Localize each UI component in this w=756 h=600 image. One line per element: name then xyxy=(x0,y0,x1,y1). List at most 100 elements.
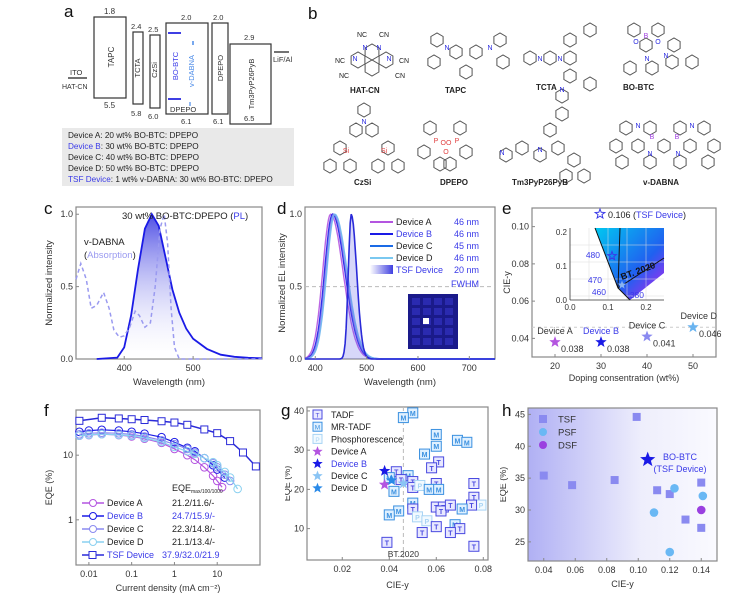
y-tick-label: 40 xyxy=(515,441,525,451)
panel-label-a: a xyxy=(64,2,74,21)
legend-marker-letter: P xyxy=(315,437,319,444)
y-tick-label: 25 xyxy=(515,537,525,547)
marker-M xyxy=(419,448,431,460)
tapc-ring xyxy=(430,32,444,48)
marker-letter: M xyxy=(396,509,402,516)
panel-label-g: g xyxy=(281,401,291,420)
marker-letter: T xyxy=(458,527,463,534)
marker-letter: M xyxy=(422,452,428,459)
photo-pixel xyxy=(434,298,442,305)
eml-lumo: 2.0 xyxy=(181,13,191,22)
x-tick-label: 700 xyxy=(462,363,477,373)
psf-marker xyxy=(649,508,659,517)
marker-T xyxy=(444,499,456,511)
chart-e: 20 30 40 50 0.04 0.06 0.08 0.10 Doping consentra… xyxy=(502,207,722,383)
y-tick-label: 20 xyxy=(294,484,304,494)
legend-eqe-value: 24.7/15.9/- xyxy=(172,511,215,521)
legend-label: Device D xyxy=(107,537,144,547)
x-tick-label: 0.08 xyxy=(598,565,616,575)
atom-N: N xyxy=(444,45,449,52)
eqe-marker xyxy=(127,415,136,424)
tapc-ring xyxy=(459,64,473,80)
tm3-ring xyxy=(551,140,565,156)
legend-swatch-tsf xyxy=(370,265,393,274)
tsf-star-icon xyxy=(593,207,607,220)
y-tick-label: 1 xyxy=(68,515,73,525)
eqe-marker xyxy=(97,413,106,422)
legend-marker xyxy=(539,428,547,436)
atom-P: P xyxy=(434,138,439,145)
photo-pixel xyxy=(434,308,442,315)
plot-frame-f xyxy=(75,409,261,566)
y-tick-label: 30 xyxy=(294,445,304,455)
wavelength-label: 480 xyxy=(586,250,600,260)
plot-background xyxy=(528,408,717,561)
x-tick-label: 10 xyxy=(212,569,222,579)
eqe-marker xyxy=(170,418,179,427)
marker-letter: M xyxy=(455,438,461,445)
tm3-ring xyxy=(515,140,529,156)
bobtc-ring xyxy=(623,60,637,76)
tm3-homo: 6.5 xyxy=(244,114,254,123)
tcta-ring xyxy=(563,68,577,84)
marker-letter: M xyxy=(410,411,416,418)
bobtc-sublabel: (TSF Device) xyxy=(653,464,706,474)
eqe-marker xyxy=(200,425,209,434)
bobtc-ring xyxy=(645,60,659,76)
marker-M xyxy=(388,485,400,497)
czsi-ring xyxy=(381,140,395,156)
point-value-label: 0.046 xyxy=(699,329,722,339)
atom-B: B xyxy=(644,33,649,40)
panel-f: f 0.01 0.1 1 10 1 10 Current density (mA cm⁻²)… xyxy=(40,395,280,600)
x-tick-label: 0.06 xyxy=(428,564,446,574)
legend-header: EQEmax/100/1000 xyxy=(172,483,223,495)
eqe-marker xyxy=(212,476,222,486)
atom-B: B xyxy=(650,134,655,141)
tcta-ring xyxy=(583,22,597,38)
x-tick-label: 0.04 xyxy=(381,564,399,574)
czsi-ring xyxy=(343,158,357,174)
inset-x-tick-label: 0.1 xyxy=(602,303,614,312)
device-star-device-d xyxy=(385,474,398,486)
tm3-lumo: 2.9 xyxy=(244,33,254,42)
marker-letter: T xyxy=(436,460,441,467)
device-star-device-a xyxy=(378,478,391,490)
eqe-marker xyxy=(213,429,222,438)
device-c-desc: Device C: 40 wt% BO-BTC: DPEPO xyxy=(68,153,200,162)
legend-label: Device B xyxy=(396,229,432,239)
tcta-ring xyxy=(583,76,597,92)
tcta-ring xyxy=(543,50,557,66)
dpepo-lumo: 2.0 xyxy=(213,13,223,22)
legend-marker xyxy=(89,499,97,507)
marker-letter: M xyxy=(391,489,397,496)
legend-marker xyxy=(539,415,547,423)
eqe-marker xyxy=(183,420,192,429)
x-axis-label: Doping consentration (wt%) xyxy=(569,373,680,383)
x-tick-label: 500 xyxy=(186,363,201,373)
x-axis-label: CIE-y xyxy=(611,579,634,589)
x-axis-label: Current density (mA cm⁻²) xyxy=(116,583,221,593)
tsf-marker xyxy=(568,481,577,490)
czsi-box xyxy=(149,34,161,109)
ito-label: ITO xyxy=(70,68,83,77)
marker-letter: T xyxy=(420,531,425,538)
marker-letter: T xyxy=(472,544,477,551)
eml-host-label: DPEPO xyxy=(170,105,196,114)
legend-marker xyxy=(88,551,97,559)
eqe-marker xyxy=(157,437,166,447)
device-star-device-b xyxy=(378,464,391,476)
device-star-device-a xyxy=(549,336,561,347)
legend-marker-letter: M xyxy=(315,425,320,432)
atom-N: N xyxy=(352,56,357,63)
y-tick-label: 35 xyxy=(515,473,525,483)
point-name-label: Device A xyxy=(537,326,573,336)
plot-frame-g xyxy=(306,406,489,561)
czsi-lumo: 2.5 xyxy=(148,25,158,34)
el-line-tsf-device xyxy=(305,213,495,360)
psf-marker xyxy=(698,491,708,501)
legend-fwhm: 46 nm xyxy=(454,217,479,227)
bobtc-label: BO-BTC xyxy=(171,51,180,80)
y-axis-label: EQE (%) xyxy=(500,467,508,503)
photo-pixel xyxy=(434,318,442,325)
tm3-ring xyxy=(499,147,513,163)
